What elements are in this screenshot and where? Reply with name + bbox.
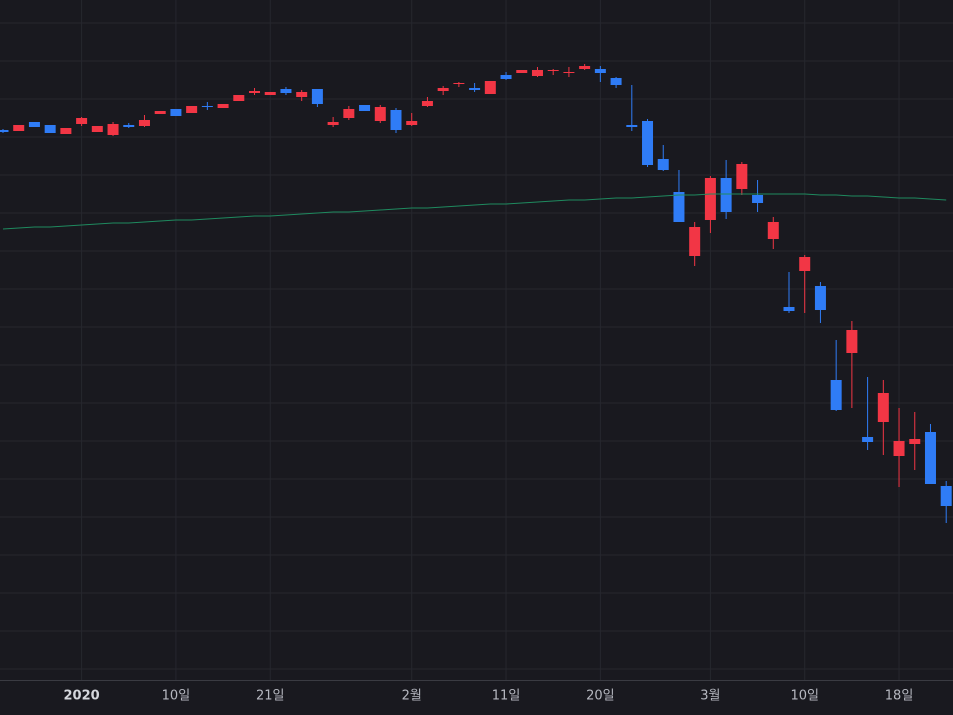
candle-body xyxy=(736,164,748,189)
candle-body xyxy=(531,70,543,76)
candle-body xyxy=(893,441,905,456)
candle-body xyxy=(233,95,245,101)
candle-body xyxy=(626,125,638,127)
candle-body xyxy=(500,75,512,79)
candle-body xyxy=(610,78,622,85)
candle-body xyxy=(704,178,716,220)
x-tick-label: 20일 xyxy=(586,689,615,704)
candle-body xyxy=(940,486,952,506)
candle-body xyxy=(877,393,889,422)
candle-body xyxy=(186,106,198,113)
candle-body xyxy=(563,72,575,73)
candle-body xyxy=(657,159,669,170)
x-tick-label: 2020 xyxy=(64,689,100,704)
candle-body xyxy=(123,125,135,127)
candle-body xyxy=(814,286,826,310)
candle-body xyxy=(390,110,402,130)
candle-body xyxy=(170,109,182,116)
candle-body xyxy=(264,92,276,95)
candle-body xyxy=(846,330,858,353)
candle-body xyxy=(0,130,9,132)
candle-body xyxy=(909,439,921,444)
x-tick-label: 10일 xyxy=(162,689,191,704)
candle-body xyxy=(406,121,418,125)
x-tick-label: 18일 xyxy=(885,689,914,704)
candle-body xyxy=(516,70,528,73)
x-tick-label: 11일 xyxy=(492,689,521,704)
candle-body xyxy=(767,222,779,239)
candle-body xyxy=(249,91,261,93)
candle-body xyxy=(720,178,732,212)
candle-body xyxy=(201,106,213,107)
candle-body xyxy=(642,121,654,165)
candle-body xyxy=(799,257,811,271)
candle-body xyxy=(437,88,449,91)
candle-body xyxy=(138,120,150,126)
x-tick-label: 10일 xyxy=(790,689,819,704)
candle-body xyxy=(783,307,795,311)
candle-body xyxy=(484,81,496,94)
candle-body xyxy=(469,88,481,90)
candle-body xyxy=(28,122,40,127)
x-tick-label: 21일 xyxy=(256,689,285,704)
candle-body xyxy=(76,118,88,124)
candle-body xyxy=(296,92,308,97)
x-tick-label: 2월 xyxy=(402,689,422,704)
candle-body xyxy=(594,69,606,73)
candle-body xyxy=(327,122,339,125)
candle-body xyxy=(830,380,842,410)
candle-body xyxy=(689,227,701,256)
candle-body xyxy=(673,192,685,222)
candle-body xyxy=(343,109,355,118)
candle-body xyxy=(217,104,229,108)
candle-body xyxy=(359,105,371,111)
candle-body xyxy=(421,101,433,106)
candle-body xyxy=(60,128,72,134)
candle-body xyxy=(453,83,465,84)
candle-body xyxy=(13,125,25,131)
candle-body xyxy=(924,432,936,484)
moving-average-line xyxy=(2,193,947,230)
candle-body xyxy=(862,437,874,442)
candle-body xyxy=(91,126,103,132)
x-tick-label: 3월 xyxy=(700,689,720,704)
candle-body xyxy=(752,195,764,203)
candle-body xyxy=(311,89,323,104)
candle-body xyxy=(44,125,56,133)
candle-body xyxy=(374,107,386,121)
candle-body xyxy=(579,66,591,69)
candle-body xyxy=(154,111,166,114)
candle-body xyxy=(547,70,559,71)
candle-body xyxy=(107,124,119,135)
candle-body xyxy=(280,89,292,93)
